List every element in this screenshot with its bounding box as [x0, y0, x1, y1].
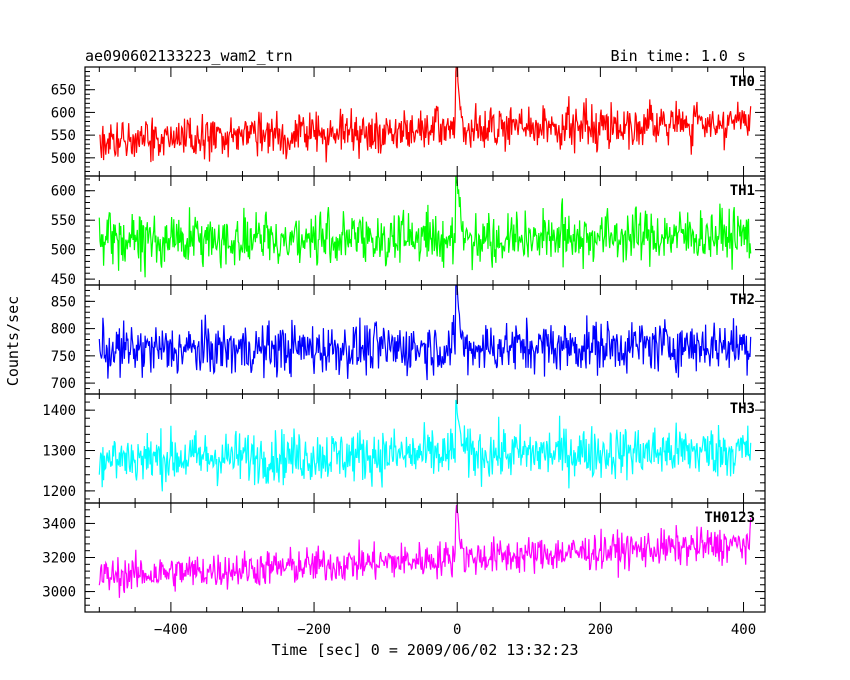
y-axis-label: Counts/sec — [4, 296, 22, 386]
panel-label-th2: TH2 — [730, 292, 755, 308]
x-axis: −400 −200 0 200 400 — [154, 622, 756, 638]
panel-th0: 500 550 600 650 TH0 — [51, 66, 766, 177]
y-tick-label: 550 — [51, 213, 76, 229]
y-tick-label: 1300 — [42, 444, 76, 460]
x-tick-label: −200 — [297, 622, 331, 638]
panel-label-th0123: TH0123 — [704, 510, 755, 526]
y-tick-label: 1400 — [42, 403, 76, 419]
y-tick-label: 700 — [51, 376, 76, 392]
y-tick-label: 550 — [51, 128, 76, 144]
bin-time-label: Bin time: 1.0 s — [611, 47, 746, 65]
panels-group: 500 550 600 650 TH0 450 500 550 600 TH1 700 750 800 8… — [42, 66, 766, 613]
series-line-th2 — [98, 285, 752, 381]
y-tick-label: 3400 — [42, 516, 76, 532]
series-line-th0 — [99, 67, 752, 163]
y-tick-label: 3200 — [42, 551, 76, 567]
y-tick-label: 500 — [51, 151, 76, 167]
panel-th0123: 3000 3200 3400 TH0123 — [42, 502, 766, 613]
y-tick-label: 650 — [51, 83, 76, 99]
panel-label-th0: TH0 — [730, 74, 755, 90]
series-line-th0123 — [98, 504, 752, 598]
panel-th3: 1200 1300 1400 TH3 — [42, 393, 766, 504]
panel-label-th1: TH1 — [730, 183, 755, 199]
x-axis-label: Time [sec] 0 = 2009/06/02 13:32:23 — [271, 641, 578, 659]
y-tick-label: 850 — [51, 294, 76, 310]
panel-th1: 450 500 550 600 TH1 — [51, 175, 766, 288]
x-tick-label: 200 — [588, 622, 613, 638]
y-tick-label: 750 — [51, 349, 76, 365]
y-tick-label: 450 — [51, 272, 76, 288]
series-line-th1 — [98, 176, 752, 278]
x-tick-label: −400 — [154, 622, 188, 638]
y-tick-label: 500 — [51, 243, 76, 259]
panel-label-th3: TH3 — [730, 401, 755, 417]
chart-title: ae090602133223_wam2_trn — [85, 47, 293, 65]
x-tick-label: 0 — [453, 622, 461, 638]
panel-th2: 700 750 800 850 TH2 — [51, 284, 766, 395]
y-tick-label: 1200 — [42, 484, 76, 500]
series-line-th3 — [98, 399, 752, 492]
x-tick-label: 400 — [731, 622, 756, 638]
y-tick-label: 800 — [51, 322, 76, 338]
y-tick-label: 3000 — [42, 585, 76, 601]
y-tick-label: 600 — [51, 184, 76, 200]
y-tick-label: 600 — [51, 105, 76, 121]
